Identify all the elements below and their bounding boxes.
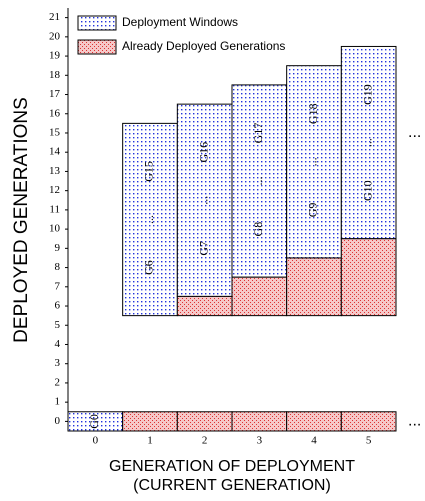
bar <box>176 411 233 432</box>
y-tick-label: 11 <box>49 203 60 215</box>
bar <box>176 295 233 317</box>
bar <box>231 276 288 317</box>
bar-label: G7 <box>196 241 210 256</box>
bar-label: ... <box>306 157 320 166</box>
bar-label: ... <box>196 196 210 205</box>
bar-label: ... <box>142 215 156 224</box>
bar <box>122 122 178 317</box>
bar-label: G10 <box>360 180 374 201</box>
annotation: ... <box>408 124 421 141</box>
bar <box>122 411 178 432</box>
legend-label: Deployment Windows <box>122 15 238 29</box>
legend-label: Already Deployed Generations <box>122 39 285 53</box>
bar <box>340 45 397 240</box>
bar-label: ... <box>251 177 265 186</box>
bar-label: G18 <box>306 103 320 124</box>
bar-label: G6 <box>142 260 156 275</box>
bar-label: G15 <box>142 161 156 182</box>
bar-label: ... <box>360 138 374 147</box>
y-tick-label: 13 <box>49 165 61 177</box>
x-tick-label: 4 <box>311 435 317 447</box>
y-tick-label: 16 <box>49 107 61 119</box>
y-tick-label: 4 <box>55 338 61 350</box>
bar <box>340 411 397 432</box>
y-tick-label: 0 <box>55 415 61 427</box>
bar-label: G9 <box>306 203 320 218</box>
y-axis-label: DEPLOYED GENERATIONS <box>11 97 32 343</box>
x-tick-label: 1 <box>147 435 153 447</box>
y-tick-label: 9 <box>55 242 61 254</box>
y-tick-label: 10 <box>49 223 61 235</box>
y-tick-label: 5 <box>55 319 61 331</box>
y-tick-label: 6 <box>55 300 61 312</box>
x-tick-label: 0 <box>93 435 99 447</box>
y-tick-label: 1 <box>55 396 61 408</box>
x-axis-label: GENERATION OF DEPLOYMENT <box>109 458 355 475</box>
bar-label: G8 <box>251 222 265 237</box>
y-tick-label: 2 <box>55 376 61 388</box>
bar <box>286 411 342 432</box>
bar-label: G16 <box>196 142 210 163</box>
y-tick-label: 12 <box>49 184 60 196</box>
x-tick-label: 2 <box>202 435 208 447</box>
y-tick-label: 15 <box>49 127 61 139</box>
x-tick-label: 5 <box>366 435 372 447</box>
x-tick-label: 3 <box>257 435 263 447</box>
y-tick-label: 17 <box>49 88 61 100</box>
y-tick-label: 21 <box>49 11 60 23</box>
x-axis-label: (CURRENT GENERATION) <box>133 477 331 494</box>
annotation: ... <box>408 413 421 430</box>
y-tick-label: 20 <box>49 30 61 42</box>
y-tick-label: 7 <box>55 280 61 292</box>
y-tick-label: 18 <box>49 69 61 81</box>
y-tick-label: 19 <box>49 50 61 62</box>
bar <box>340 238 397 317</box>
y-tick-label: 3 <box>55 357 61 369</box>
bar <box>286 257 342 317</box>
bar-label: G19 <box>360 84 374 105</box>
bar <box>286 65 342 259</box>
legend-swatch <box>77 39 117 55</box>
legend-swatch <box>77 15 117 31</box>
bar-label: G17 <box>251 123 265 144</box>
bar-label: G0 <box>87 414 101 429</box>
y-tick-label: 14 <box>49 146 61 158</box>
bar <box>231 411 288 432</box>
y-tick-label: 8 <box>55 261 61 273</box>
